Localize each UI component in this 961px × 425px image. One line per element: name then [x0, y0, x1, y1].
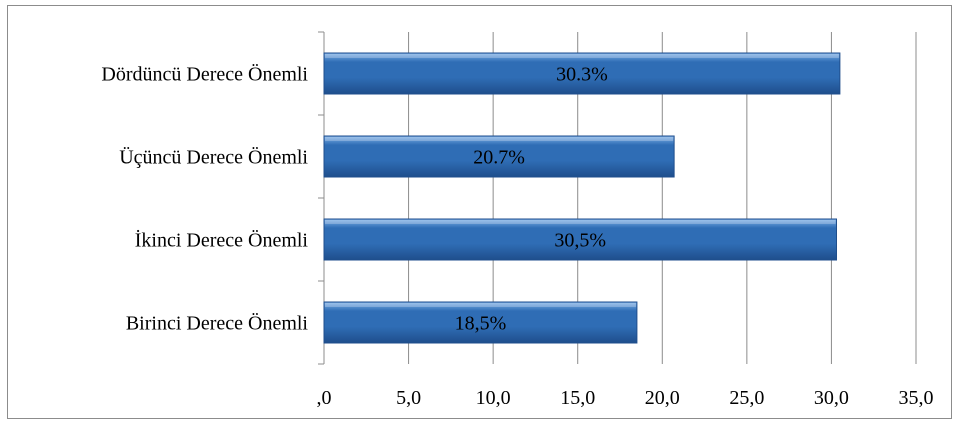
bar-chart: ,0 5,0 10,0 15,0 20,0 25,0 30,0 35,0 Birinci Der… [101, 31, 934, 410]
bar-sheen [325, 303, 636, 307]
bar [323, 135, 675, 178]
bar [323, 301, 638, 344]
x-tick-label: 10,0 [476, 387, 511, 409]
bar [323, 52, 841, 95]
x-tick-label: 25,0 [729, 387, 764, 409]
data-label: 20.7% [473, 147, 525, 169]
bars [323, 52, 841, 344]
x-tick-label: ,0 [317, 387, 332, 409]
category-label: Dördüncü Derece Önemli [101, 63, 308, 86]
x-tick-label: 20,0 [645, 387, 680, 409]
bar-sheen [325, 54, 839, 58]
x-tick-label: 35,0 [899, 387, 934, 409]
bar-sheen [325, 137, 674, 141]
chart-frame: ,0 5,0 10,0 15,0 20,0 25,0 30,0 35,0 Birinci Der… [7, 5, 952, 419]
category-label: Üçüncü Derece Önemli [119, 146, 308, 169]
category-label: İkinci Derece Önemli [135, 229, 309, 252]
bar [323, 218, 838, 261]
axes [318, 31, 325, 365]
data-label: 30.3% [556, 64, 608, 86]
labels: ,0 5,0 10,0 15,0 20,0 25,0 30,0 35,0 Birinci Der… [101, 63, 933, 410]
bar-sheen [325, 220, 836, 224]
data-label: 18,5% [455, 313, 507, 335]
x-tick-label: 5,0 [396, 387, 421, 409]
data-label: 30,5% [554, 230, 606, 252]
x-tick-label: 15,0 [560, 387, 595, 409]
x-tick-label: 30,0 [814, 387, 849, 409]
category-label: Birinci Derece Önemli [126, 312, 309, 335]
